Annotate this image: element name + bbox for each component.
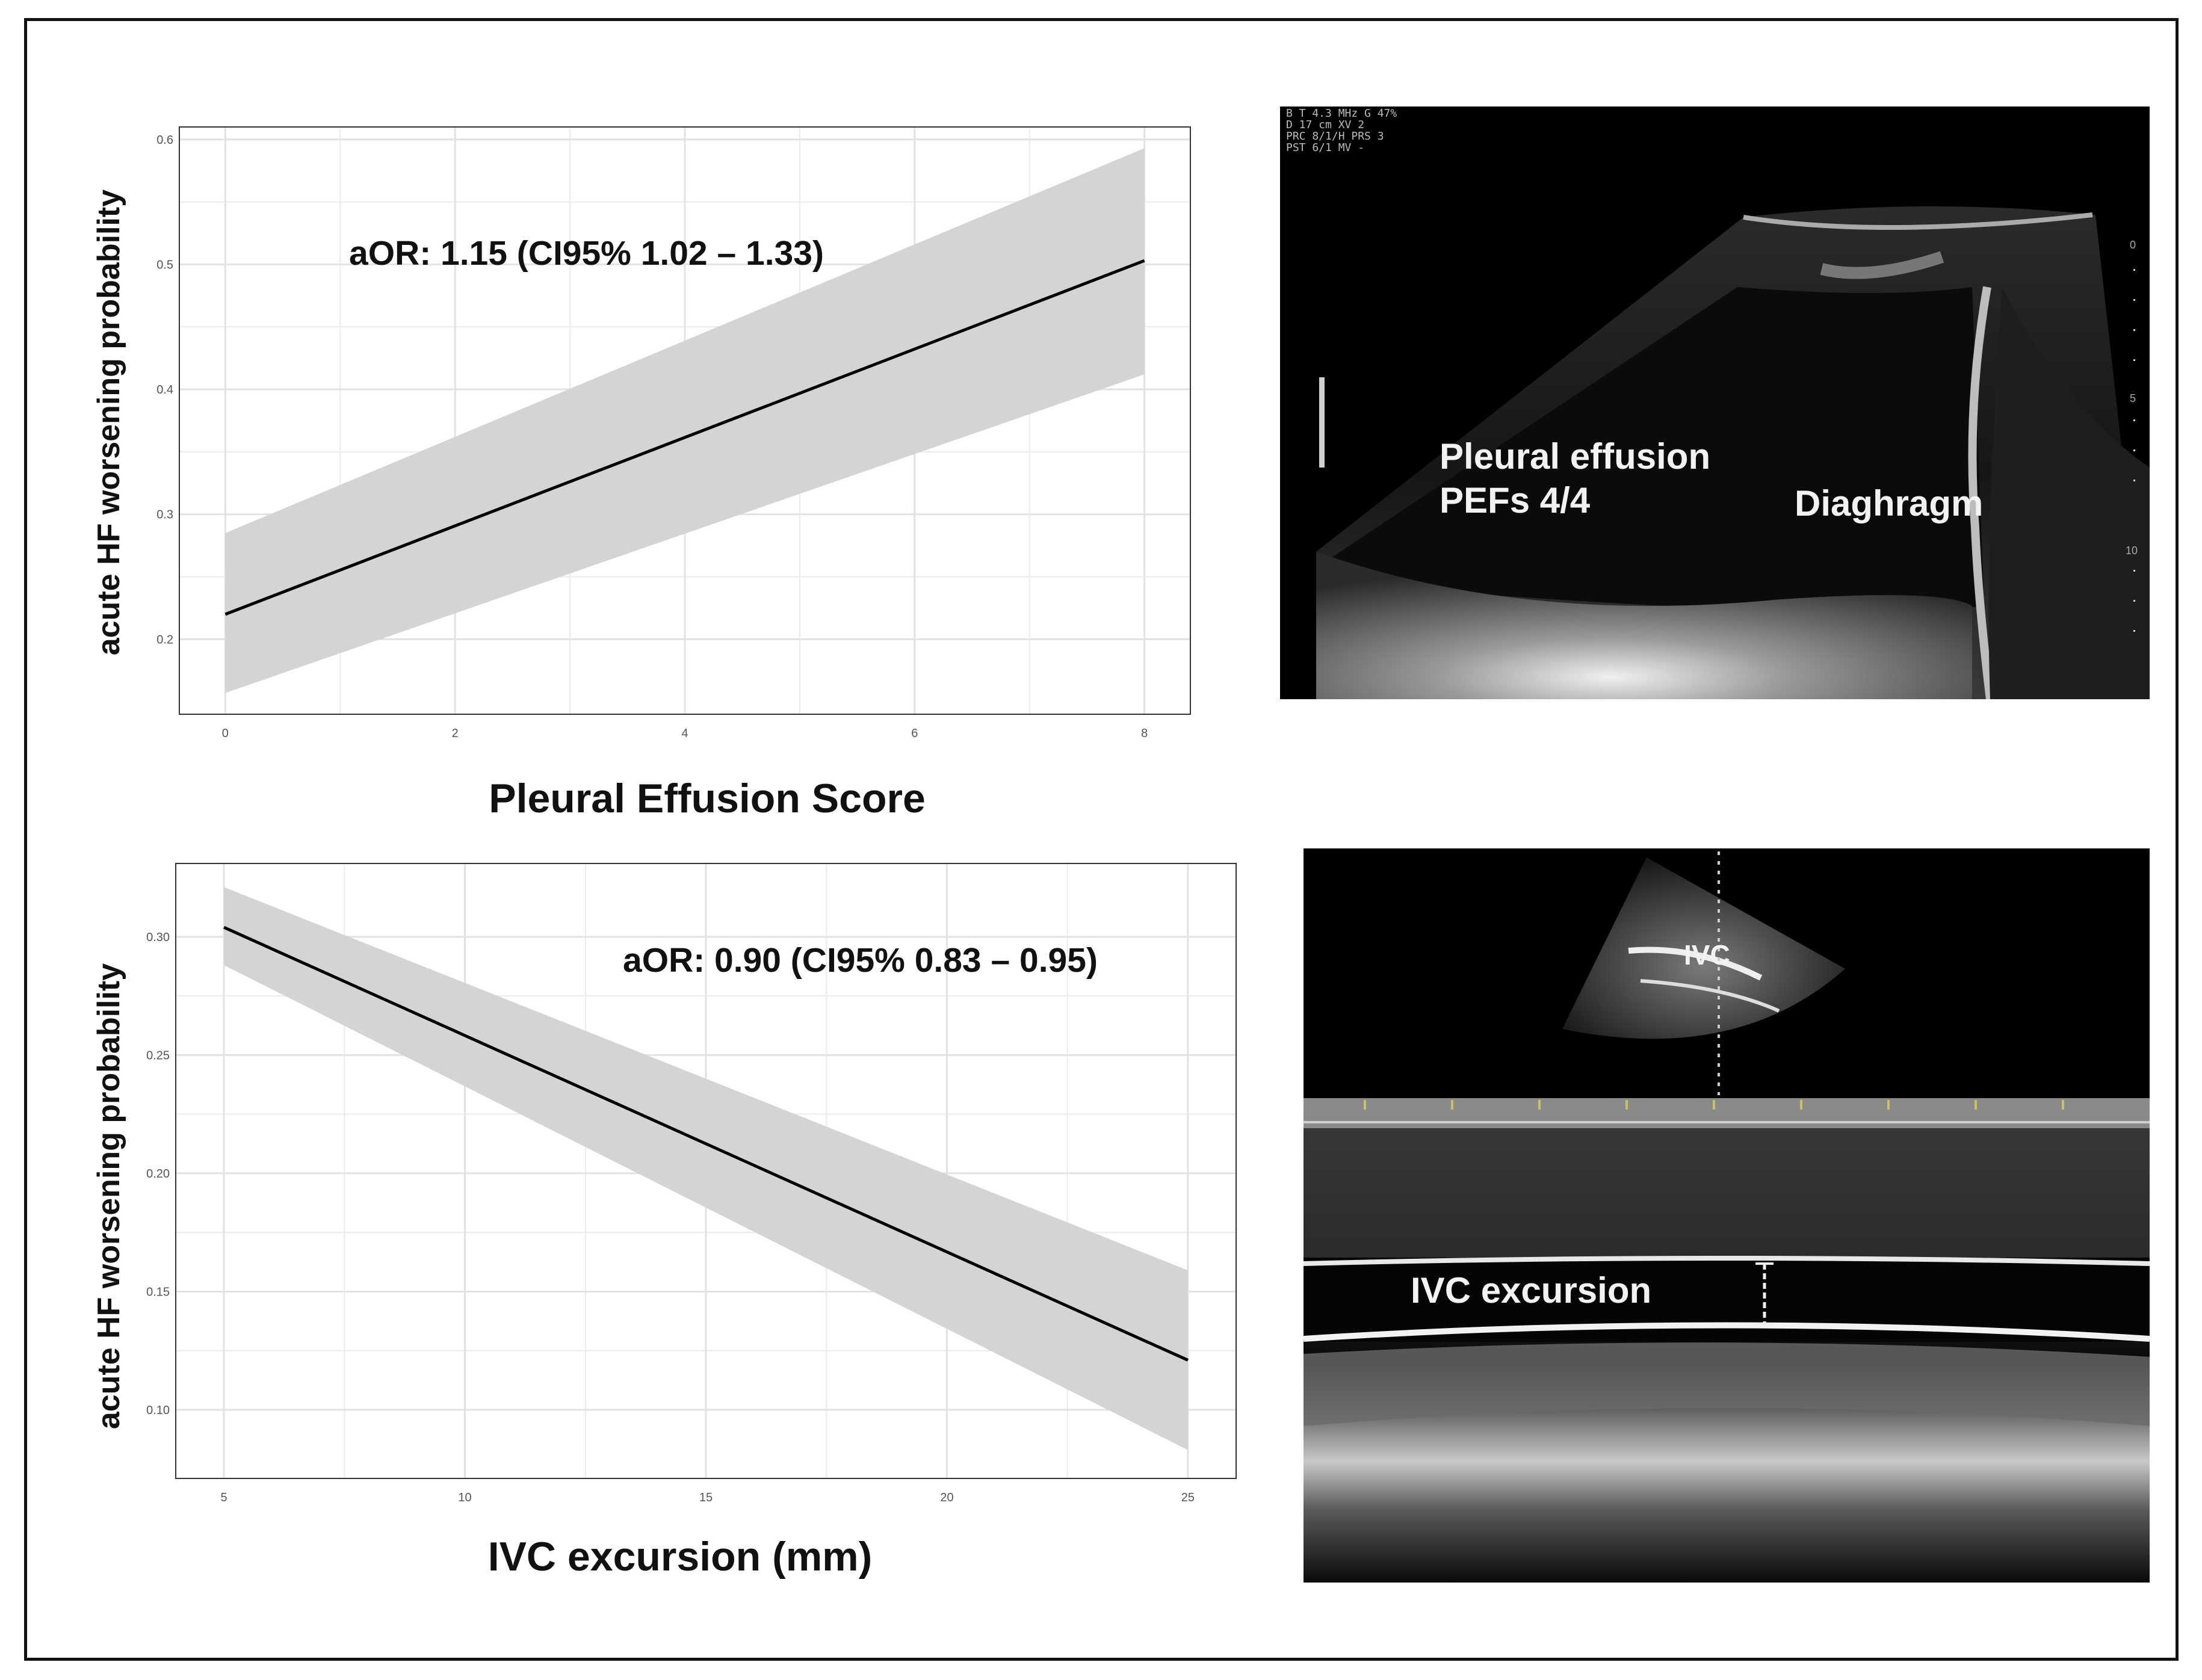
fit-line-layer bbox=[223, 925, 1189, 1362]
y-tick-label: 0.30 bbox=[146, 931, 170, 944]
settings-line: PST 6/1 MV - bbox=[1286, 141, 1365, 154]
x-tick-label: 2 bbox=[452, 727, 459, 740]
settings-line: PRC 8/1/H PRS 3 bbox=[1286, 130, 1384, 143]
y-tick-label: 0.5 bbox=[156, 258, 173, 271]
odds-ratio-annotation: aOR: 0.90 (CI95% 0.83 – 0.95) bbox=[623, 941, 1098, 980]
x-tick-labels: 0 2 4 6 8 bbox=[222, 727, 1148, 740]
pef-score-label: PEFs 4/4 bbox=[1440, 480, 1591, 520]
ivc-label: IVC bbox=[1684, 939, 1730, 971]
x-tick-label: 5 bbox=[221, 1491, 227, 1504]
x-tick-label: 6 bbox=[911, 727, 918, 740]
depth-mark-0: 0 bbox=[2130, 239, 2136, 251]
confidence-band bbox=[225, 148, 1145, 693]
ultrasound-scan-pleural bbox=[1316, 206, 2150, 699]
x-tick-label: 4 bbox=[681, 727, 688, 740]
y-tick-label: 0.25 bbox=[146, 1049, 170, 1062]
y-tick-label: 0.10 bbox=[146, 1404, 170, 1417]
y-tick-labels: 0.2 0.3 0.4 0.5 0.6 bbox=[156, 134, 173, 647]
fit-line-layer bbox=[224, 259, 1145, 616]
x-tick-label: 10 bbox=[458, 1491, 471, 1504]
plot-panel-border bbox=[179, 126, 1191, 715]
y-axis-title: acute HF worsening probability bbox=[91, 190, 126, 655]
ivc-ultrasound-image: IVC IVC excursion bbox=[1304, 848, 2150, 1583]
y-tick-label: 0.6 bbox=[156, 134, 173, 147]
figure-frame bbox=[24, 18, 2179, 1661]
diaphragm-label: Diaghragm bbox=[1795, 483, 1984, 523]
x-tick-label: 0 bbox=[222, 727, 229, 740]
grid-lines bbox=[176, 863, 1236, 1478]
x-tick-label: 15 bbox=[699, 1491, 713, 1504]
x-tick-labels: 5 10 15 20 25 bbox=[221, 1491, 1195, 1504]
x-tick-label: 20 bbox=[940, 1491, 953, 1504]
odds-ratio-annotation: aOR: 1.15 (CI95% 1.02 – 1.33) bbox=[349, 234, 824, 273]
y-tick-label: 0.4 bbox=[156, 383, 173, 397]
x-axis-title: Pleural Effusion Score bbox=[489, 776, 926, 821]
y-tick-label: 0.15 bbox=[146, 1285, 170, 1299]
fit-line bbox=[223, 925, 1189, 1362]
x-tick-label: 25 bbox=[1181, 1491, 1195, 1504]
fit-line bbox=[224, 259, 1145, 616]
y-axis-title: acute HF worsening probability bbox=[91, 963, 126, 1429]
settings-line: D 17 cm XV 2 bbox=[1286, 119, 1365, 131]
scan-settings: B T 4.3 MHz G 47% D 17 cm XV 2 PRC 8/1/H… bbox=[1286, 108, 1397, 153]
depth-mark-10: 10 bbox=[2126, 545, 2138, 557]
depth-mark-5: 5 bbox=[2130, 392, 2136, 404]
plot-panel-border bbox=[175, 863, 1237, 1479]
x-tick-label: 8 bbox=[1141, 727, 1148, 740]
confidence-band-layer bbox=[225, 148, 1145, 693]
confidence-band bbox=[224, 887, 1188, 1450]
x-axis-title: IVC excursion (mm) bbox=[488, 1534, 873, 1580]
pleural-ultrasound-image: B T 4.3 MHz G 47% D 17 cm XV 2 PRC 8/1/H… bbox=[1280, 107, 2150, 699]
settings-line: B T 4.3 MHz G 47% bbox=[1286, 107, 1397, 120]
ivc-excursion-label: IVC excursion bbox=[1411, 1270, 1652, 1311]
y-tick-label: 0.20 bbox=[146, 1167, 170, 1181]
ultrasound-scan-ivc bbox=[1304, 851, 2150, 1583]
pleural-effusion-label: Pleural effusion bbox=[1440, 436, 1711, 477]
confidence-band-layer bbox=[224, 887, 1188, 1450]
y-tick-label: 0.3 bbox=[156, 508, 173, 522]
y-tick-labels: 0.10 0.15 0.20 0.25 0.30 bbox=[146, 931, 170, 1417]
y-tick-label: 0.2 bbox=[156, 633, 173, 646]
